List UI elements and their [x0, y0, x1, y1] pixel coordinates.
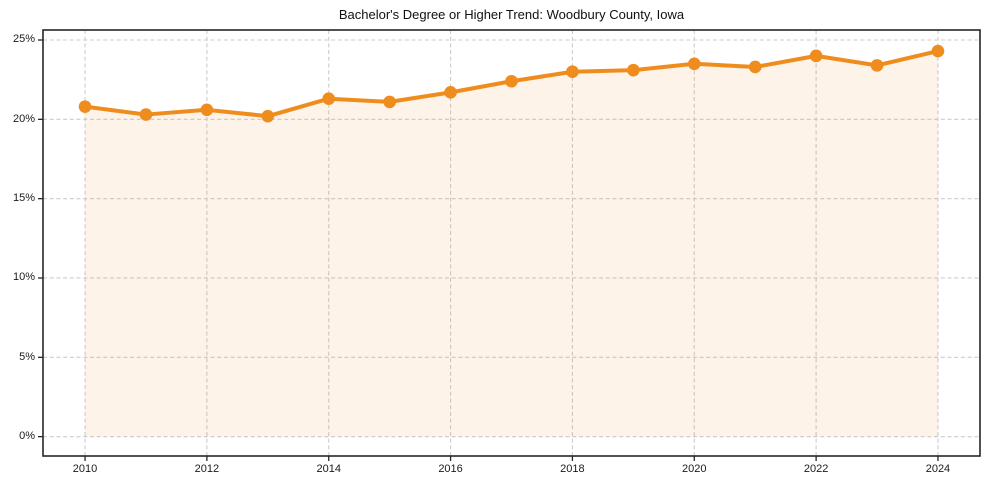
x-tick-label: 2024	[925, 463, 951, 475]
chart-title: Bachelor's Degree or Higher Trend: Woodb…	[338, 7, 685, 22]
data-point-marker	[627, 63, 640, 77]
y-tick-label: 5%	[19, 350, 35, 363]
y-tick-label: 10%	[12, 271, 35, 284]
data-point-marker	[931, 44, 945, 58]
x-tick-label: 2014	[316, 463, 341, 475]
x-tick-label: 2022	[803, 463, 829, 475]
data-point-marker	[200, 103, 214, 117]
data-point-marker	[383, 95, 396, 109]
plot-border	[42, 29, 981, 457]
area-fill	[85, 51, 938, 437]
x-tick-label: 2012	[194, 463, 220, 475]
data-point-marker	[505, 74, 518, 88]
data-point-marker	[870, 59, 884, 72]
x-tick-label: 2010	[72, 463, 98, 475]
data-point-marker	[78, 100, 92, 113]
y-tick-label: 0%	[19, 430, 35, 443]
y-tick-label: 25%	[12, 33, 35, 46]
x-tick-label: 2020	[682, 463, 707, 475]
data-point-marker	[322, 92, 336, 105]
y-tick-label: 15%	[12, 192, 35, 205]
data-point-marker	[566, 65, 579, 79]
x-tick-label: 2016	[438, 463, 463, 475]
data-point-marker	[687, 57, 701, 71]
y-tick-label: 20%	[12, 112, 35, 125]
data-point-marker	[139, 108, 153, 121]
data-point-marker	[809, 49, 823, 63]
x-tick-label: 2018	[560, 463, 585, 475]
data-point-marker	[444, 86, 457, 99]
data-point-marker	[261, 109, 275, 123]
data-point-marker	[748, 60, 762, 74]
